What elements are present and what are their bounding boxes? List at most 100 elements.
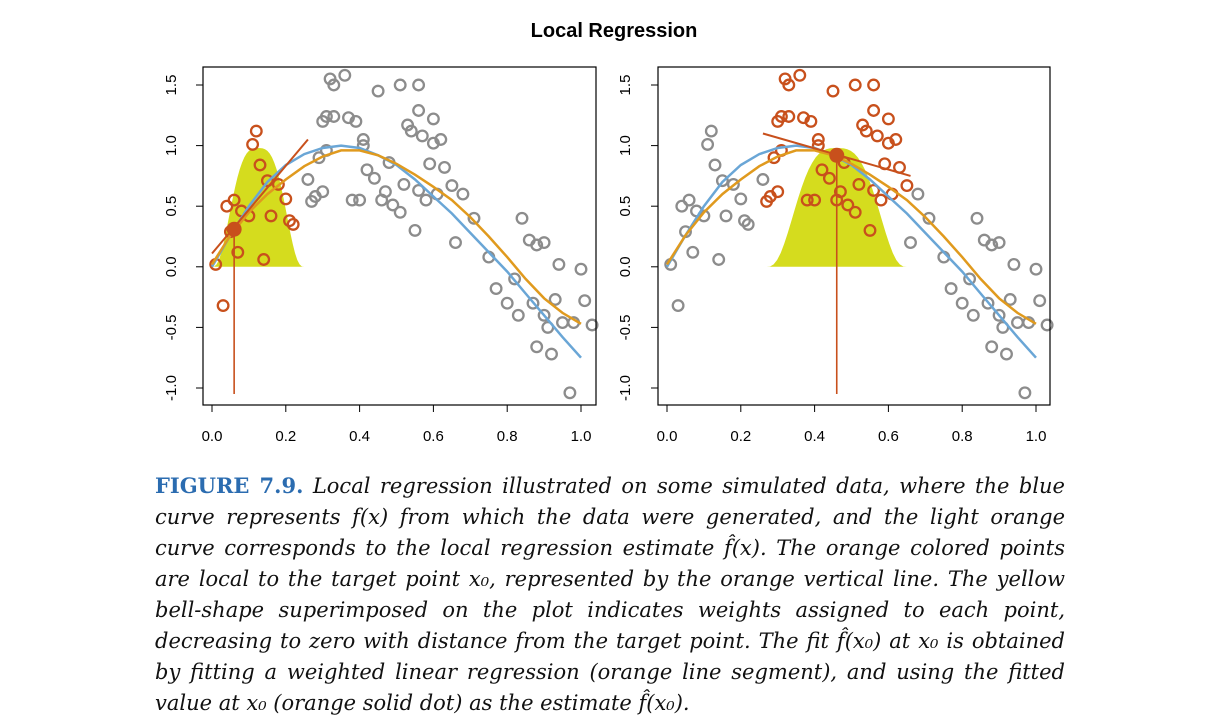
data-point (682, 193, 696, 207)
data-point (316, 185, 330, 199)
data-point (367, 171, 381, 185)
local-data-point (881, 112, 895, 126)
data-point (1029, 262, 1043, 276)
data-point (412, 78, 426, 92)
local-data-point (822, 171, 836, 185)
data-point (911, 187, 925, 201)
data-point (449, 236, 462, 250)
data-point (719, 209, 733, 223)
local-data-point (246, 137, 260, 151)
x-tick-label: 0.4 (804, 428, 825, 445)
data-point (530, 340, 544, 354)
data-point (438, 160, 451, 174)
data-point (1040, 318, 1054, 332)
data-point (508, 272, 522, 286)
data-point (955, 296, 969, 310)
data-point (415, 129, 429, 143)
data-point (922, 211, 936, 225)
data-point (1011, 316, 1024, 330)
local-data-point (848, 205, 862, 219)
local-data-point (216, 299, 230, 313)
local-regression-curve (665, 149, 1037, 325)
data-point (985, 340, 999, 354)
plot-frame (202, 66, 597, 406)
data-point (545, 347, 558, 361)
y-tick-label: -1.0 (617, 375, 634, 401)
local-data-point (257, 253, 271, 266)
plot-frame (657, 66, 1051, 406)
data-point (715, 174, 729, 188)
data-point (992, 236, 1006, 250)
right-panel: 0.0 0.2 0.4 0.6 0.8 1.0 -1.0 -0.5 0.0 0.5 1.0 1.5 (617, 66, 1054, 445)
local-data-point (867, 183, 881, 197)
data-point (537, 236, 551, 250)
local-data-point (279, 192, 293, 206)
local-data-point (249, 124, 263, 138)
local-data-point (900, 179, 914, 193)
caption-text: Local regression illustrated on some sim… (155, 474, 1065, 715)
data-point (708, 158, 722, 172)
data-point (345, 193, 359, 207)
figure-caption: FIGURE 7.9. Local regression illustrated… (155, 470, 1065, 719)
y-tick-label: 0.0 (163, 256, 180, 277)
data-point (412, 183, 426, 197)
data-point (563, 386, 577, 400)
data-point (1003, 293, 1017, 306)
local-data-point (771, 185, 785, 199)
data-point (944, 282, 958, 296)
y-tick-label: 0.5 (617, 196, 634, 217)
data-point (397, 177, 411, 191)
data-point (904, 236, 917, 250)
data-point (738, 214, 751, 228)
data-point (327, 78, 341, 92)
data-point (1000, 347, 1013, 361)
local-data-point (231, 245, 245, 259)
data-point (671, 299, 685, 313)
data-point (963, 272, 977, 286)
local-data-point (804, 114, 818, 128)
data-point (423, 157, 437, 171)
local-data-point (271, 177, 285, 191)
data-point (985, 238, 999, 252)
local-data-point (808, 193, 822, 207)
y-tick-label: -0.5 (163, 314, 180, 340)
data-point (419, 193, 433, 207)
local-regression-curve (210, 149, 582, 325)
data-point (434, 133, 448, 146)
local-data-point (859, 124, 873, 138)
x-tick-label: 1.0 (1026, 428, 1047, 445)
data-point (578, 294, 592, 308)
local-data-point (874, 193, 888, 207)
x-tick-label: 0.4 (349, 428, 370, 445)
data-point (353, 193, 367, 207)
fitted-value-dot (829, 147, 845, 163)
fitted-value-dot (226, 221, 242, 237)
local-data-point (848, 78, 862, 92)
data-point (537, 308, 551, 322)
local-data-point (227, 193, 241, 207)
local-data-point (863, 223, 877, 237)
caption-label: FIGURE 7.9. (155, 473, 304, 498)
data-point (556, 316, 569, 330)
weighted-fit-segment (211, 138, 309, 255)
data-point (515, 211, 529, 225)
local-data-point (264, 209, 278, 223)
data-point (530, 238, 544, 252)
data-point (356, 133, 370, 146)
data-point (574, 262, 588, 276)
data-point (981, 296, 995, 310)
local-data-point (815, 163, 829, 177)
y-tick-label: 1.0 (163, 135, 180, 156)
local-data-point (811, 133, 825, 146)
data-point (500, 296, 514, 310)
local-data-point (867, 104, 881, 117)
local-data-point (782, 78, 796, 92)
data-point (548, 293, 562, 306)
y-tick-label: 0.5 (163, 196, 180, 217)
local-data-point (889, 133, 903, 146)
data-point (467, 211, 481, 225)
local-data-point (852, 177, 866, 191)
data-point (734, 192, 748, 206)
data-point (338, 68, 352, 82)
local-data-point (870, 129, 884, 143)
